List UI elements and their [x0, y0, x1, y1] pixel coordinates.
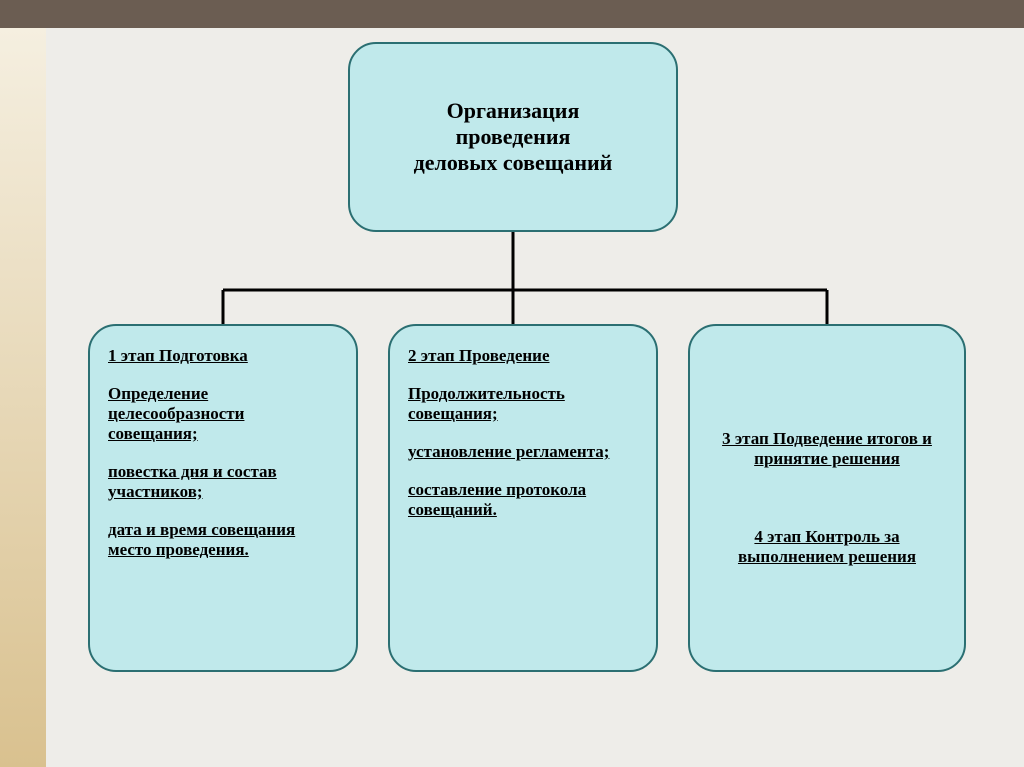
- stage-item: 4 этап Контроль за выполнением решения: [708, 527, 946, 567]
- stage-item: Определение целесообразности совещания;: [108, 384, 338, 444]
- stage-item: повестка дня и состав участников;: [108, 462, 338, 502]
- root-line: деловых совещаний: [414, 150, 613, 176]
- child-node-stage2: 2 этап Проведение Продолжительность совещ…: [388, 324, 658, 672]
- child-node-stage3-4: 3 этап Подведение итогов и принятие реше…: [688, 324, 966, 672]
- stage-item: установление регламента;: [408, 442, 638, 462]
- stage-item: Продолжительность совещания;: [408, 384, 638, 424]
- stage-title: 2 этап Проведение: [408, 346, 638, 366]
- stage-item: 3 этап Подведение итогов и принятие реше…: [708, 429, 946, 469]
- root-line: Организация: [414, 98, 613, 124]
- root-text: Организацияпроведенияделовых совещаний: [414, 98, 613, 176]
- root-node: Организацияпроведенияделовых совещаний: [348, 42, 678, 232]
- stage-item: составление протокола совещаний.: [408, 480, 638, 520]
- child-node-stage1: 1 этап Подготовка Определение целесообраз…: [88, 324, 358, 672]
- stage-item: дата и время совещания место проведения.: [108, 520, 338, 560]
- root-line: проведения: [414, 124, 613, 150]
- stage-title: 1 этап Подготовка: [108, 346, 338, 366]
